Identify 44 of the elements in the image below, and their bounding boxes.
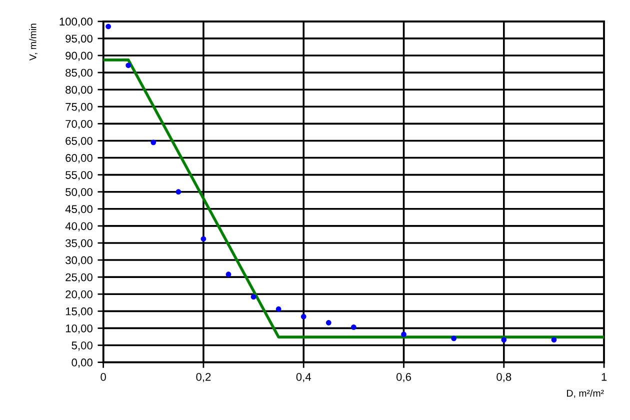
y-tick-label: 30,00 <box>66 256 92 266</box>
y-tick-label: 40,00 <box>65 222 92 232</box>
x-tick-label: 0,6 <box>396 373 411 382</box>
point <box>276 306 282 312</box>
y-tick-label: 100,00 <box>60 18 92 27</box>
point <box>326 320 332 326</box>
y-tick-label: 5,00 <box>72 342 92 351</box>
x-tick-label: 0 <box>100 373 106 381</box>
y-tick-label: 80,00 <box>66 86 92 96</box>
x-tick-label: 0,2 <box>196 373 211 382</box>
point <box>200 236 206 242</box>
y-tick-label: 65,00 <box>66 136 92 146</box>
y-tick-label: 25,00 <box>66 273 92 283</box>
y-axis-title: V, m/min <box>29 24 38 61</box>
point <box>150 140 156 146</box>
y-tick-label: 10,00 <box>66 324 92 334</box>
y-tick-label: 50,00 <box>66 188 92 198</box>
point <box>451 336 457 342</box>
y-tick-label: 0,00 <box>72 358 92 368</box>
point <box>250 294 256 300</box>
point <box>551 337 557 342</box>
point <box>226 272 232 278</box>
x-tick-label: 1 <box>602 373 607 381</box>
y-tick-label: 55,00 <box>66 171 92 180</box>
x-tick-label: 0,4 <box>296 373 312 382</box>
y-tick-label: 15,00 <box>66 307 92 317</box>
point <box>350 324 356 330</box>
x-tick-label: 0,8 <box>496 373 512 382</box>
point <box>106 24 112 30</box>
point <box>176 189 182 195</box>
y-tick-label: 45,00 <box>65 205 92 214</box>
y-tick-label: 70,00 <box>66 120 92 130</box>
point <box>126 62 132 68</box>
x-axis-title: D, m²/m² <box>567 390 604 398</box>
y-tick-label: 95,00 <box>66 34 92 44</box>
point <box>501 337 507 342</box>
y-tick-label: 20,00 <box>66 290 92 300</box>
point <box>401 332 406 338</box>
y-tick-label: 75,00 <box>66 102 92 112</box>
y-tick-label: 85,00 <box>66 68 92 78</box>
y-tick-label: 90,00 <box>66 52 92 61</box>
y-tick-label: 60,00 <box>66 154 92 164</box>
point <box>300 314 306 320</box>
y-tick-label: 35,00 <box>66 239 92 248</box>
